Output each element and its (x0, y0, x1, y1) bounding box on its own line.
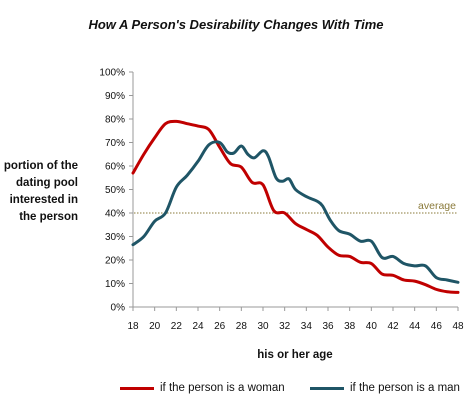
y-axis-label-line: interested in (9, 194, 78, 206)
x-tick-label: 36 (322, 321, 334, 332)
chart-title: How A Person's Desirability Changes With… (88, 17, 384, 32)
legend: if the person is a woman if the person i… (120, 382, 472, 402)
y-axis-label-line: dating pool (16, 177, 78, 189)
x-tick-label: 40 (366, 321, 378, 332)
y-tick-label: 70% (105, 138, 125, 149)
y-tick-label: 80% (105, 115, 125, 126)
average-reference: average (134, 200, 458, 214)
x-tick-label: 34 (301, 321, 313, 332)
y-axis-label-line: the person (19, 211, 78, 223)
y-tick-label: 100% (99, 68, 125, 79)
x-tick-label: 22 (171, 321, 183, 332)
y-tick-label: 90% (105, 91, 125, 102)
legend-item-man: if the person is a man (310, 382, 460, 394)
x-tick-label: 30 (257, 321, 269, 332)
series-line-woman (131, 119, 460, 294)
x-tick-label: 42 (387, 321, 399, 332)
y-axis-label-line: portion of the (3, 160, 78, 172)
legend-swatch-woman (120, 386, 154, 390)
x-axis-label: his or her age (257, 349, 333, 361)
x-tick-label: 20 (149, 321, 161, 332)
series-lines (131, 119, 460, 294)
x-tick-label: 32 (279, 321, 291, 332)
x-tick-label: 28 (236, 321, 248, 332)
x-tick-label: 46 (431, 321, 443, 332)
legend-label-woman: if the person is a woman (160, 382, 285, 394)
x-tick-label: 48 (452, 321, 464, 332)
series-line-man (131, 140, 460, 284)
y-tick-label: 10% (105, 279, 125, 290)
x-tick-label: 18 (127, 321, 139, 332)
x-tick-label: 24 (192, 321, 204, 332)
y-axis-label: portion of the dating pool interested in… (0, 158, 78, 226)
line-chart: 0% 10% 20% 30% 40% 50% 60% 70% 80% 90% 100% 18 20 22 2… (99, 68, 464, 333)
x-tick-label: 44 (409, 321, 421, 332)
y-tick-label: 0% (111, 303, 126, 314)
x-tick-label: 38 (344, 321, 356, 332)
y-tick-label: 40% (105, 209, 125, 220)
legend-label-man: if the person is a man (350, 382, 460, 394)
y-tick-label: 60% (105, 162, 125, 173)
x-tick-label: 26 (214, 321, 226, 332)
legend-item-woman: if the person is a woman (120, 382, 285, 394)
average-label: average (418, 200, 456, 212)
axes: 0% 10% 20% 30% 40% 50% 60% 70% 80% 90% 100% 18 20 22 2… (99, 68, 464, 333)
y-tick-label: 30% (105, 232, 125, 243)
y-tick-label: 20% (105, 256, 125, 267)
legend-swatch-man (310, 386, 344, 390)
y-tick-label: 50% (105, 185, 125, 196)
